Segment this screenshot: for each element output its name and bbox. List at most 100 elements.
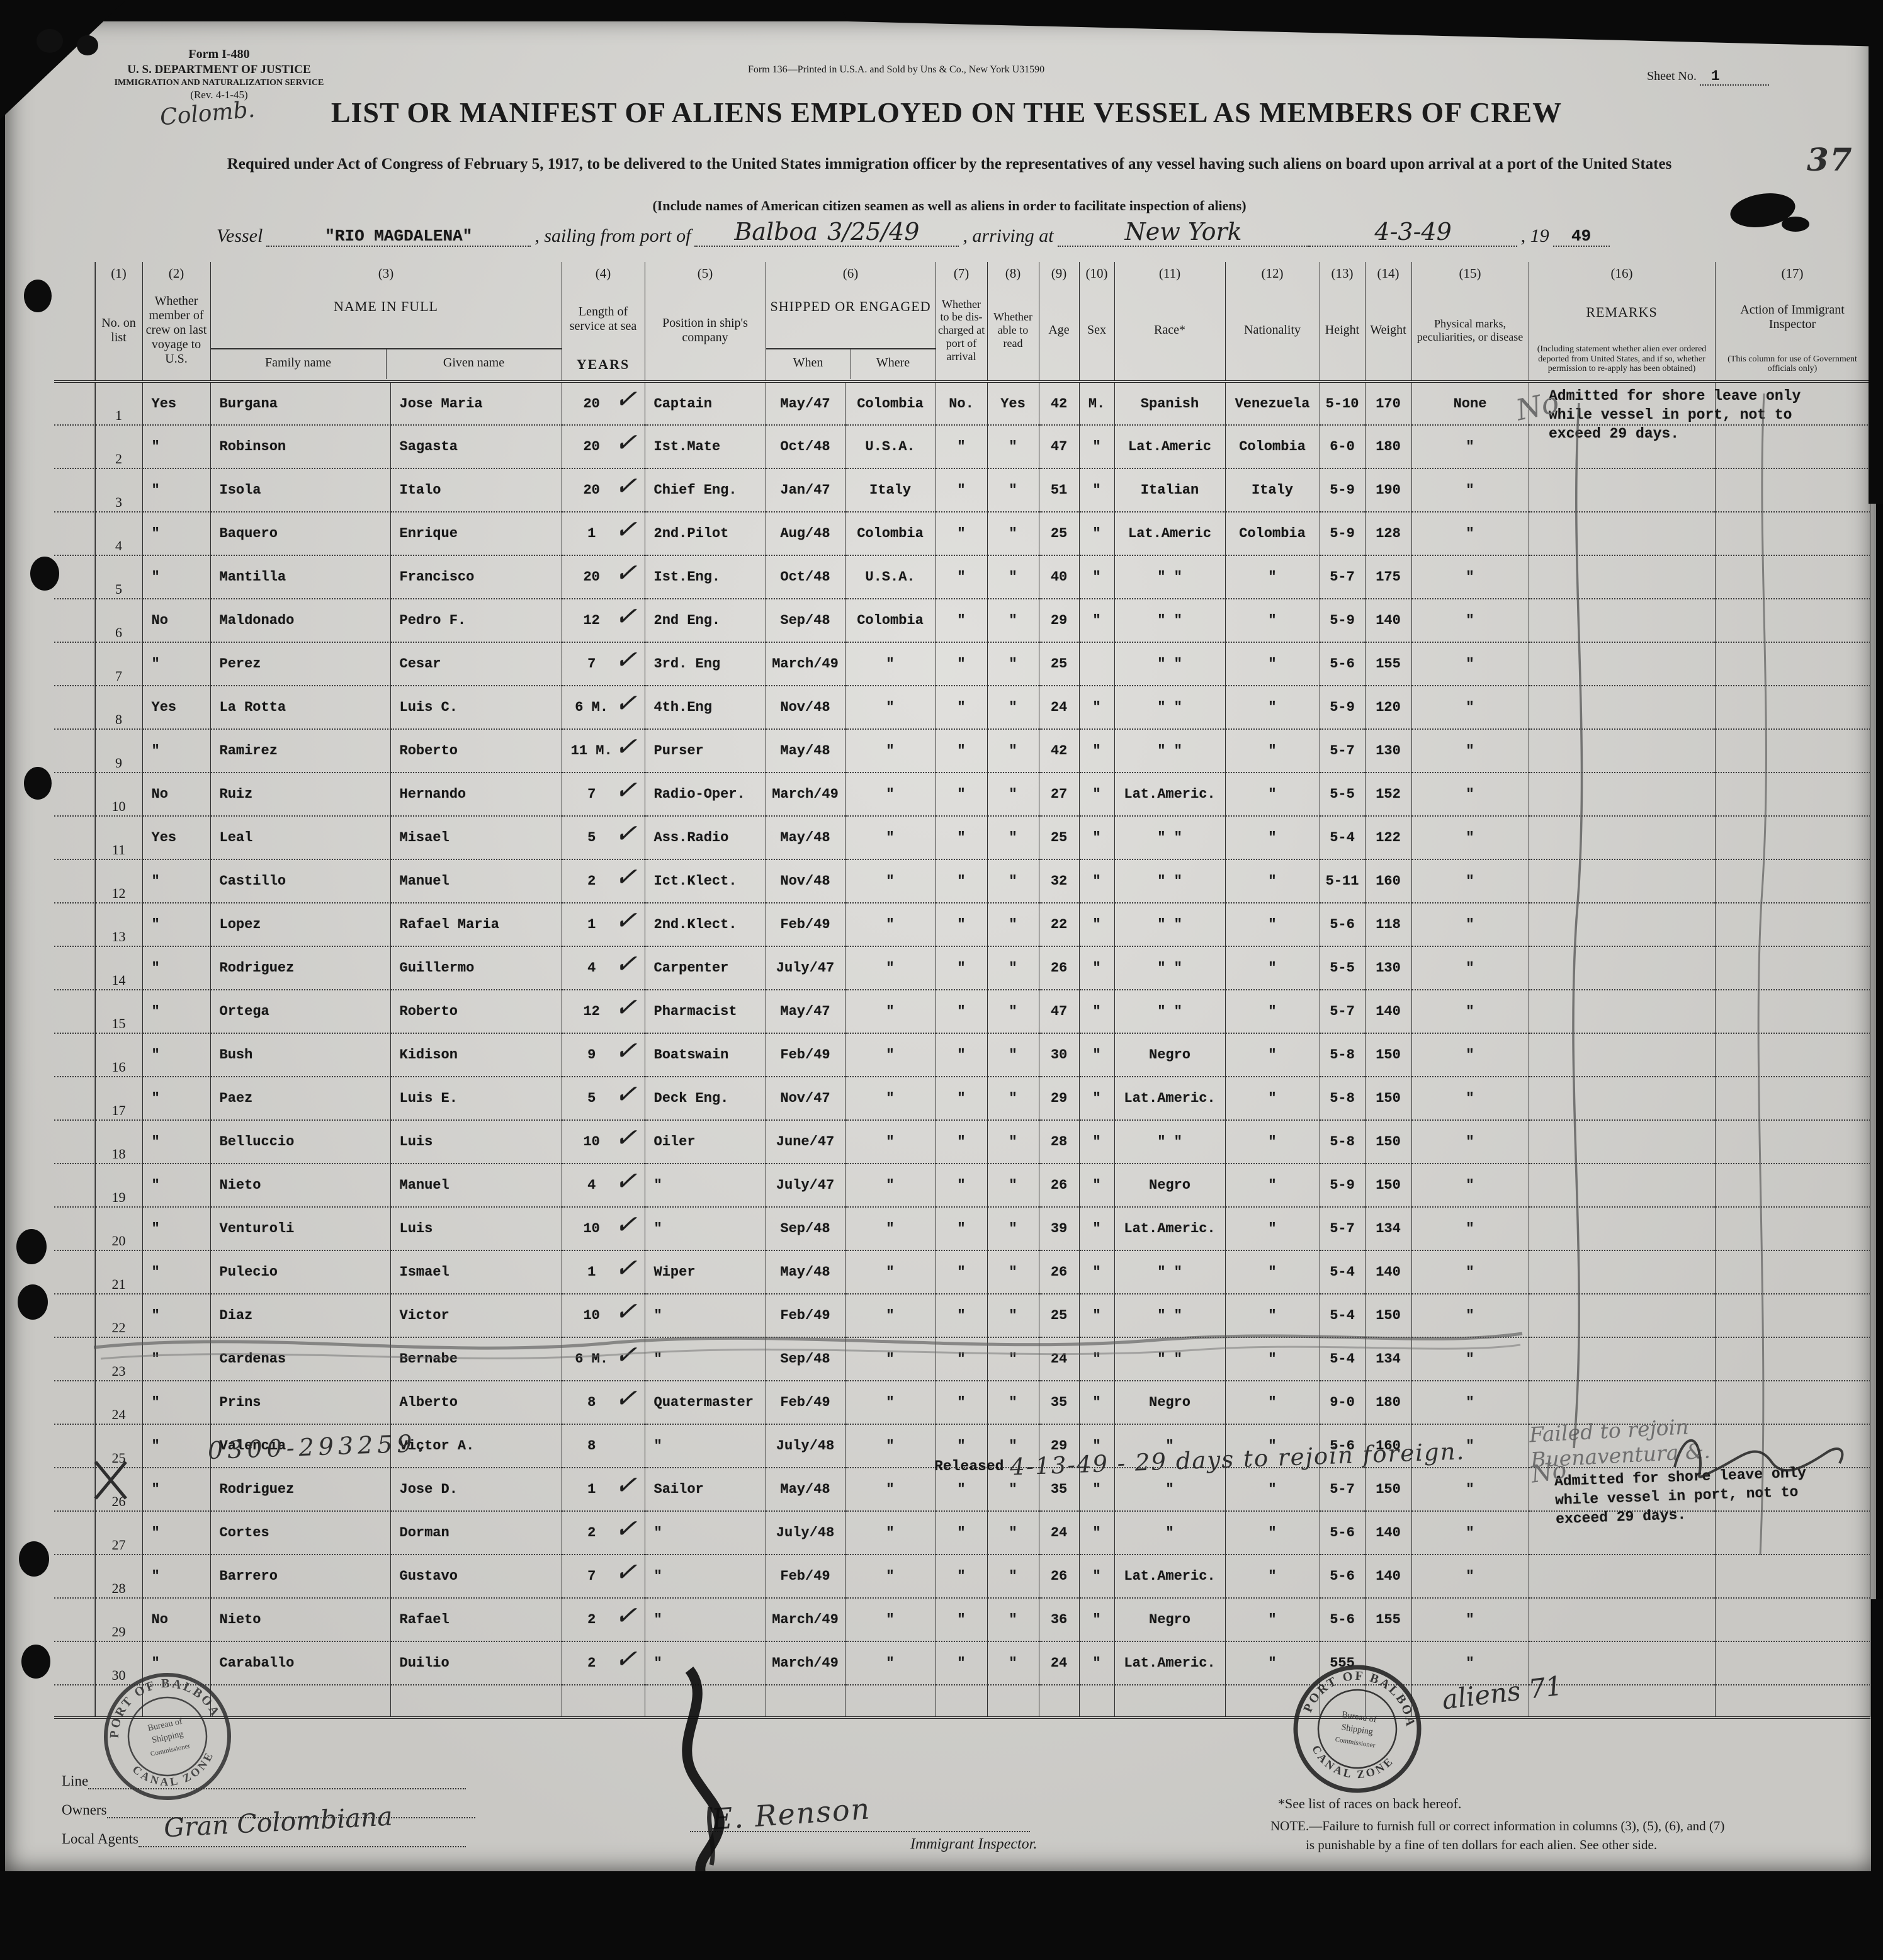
cell-family-name: Ruiz: [210, 773, 391, 817]
cell-service-years: 7 ✓: [561, 1555, 645, 1599]
cell-service-years: 8: [561, 1424, 645, 1468]
cell-height: 5-8: [1319, 1033, 1366, 1077]
port-of-balboa-stamp-right: PORT OF BALBOA CANAL ZONE Bureau of Ship…: [1293, 1660, 1425, 1793]
cell-age: 29: [1038, 1077, 1080, 1121]
cell-weight: 130: [1364, 946, 1412, 990]
cell-weight: 155: [1364, 642, 1412, 686]
service-check-mark: ✓: [612, 990, 644, 1024]
cell-row-number: 28: [94, 1555, 143, 1599]
year-prefix: , 19: [1520, 225, 1549, 246]
cell-race: Italian: [1114, 468, 1226, 513]
cell-inspector-action: [1714, 599, 1870, 643]
cell-remarks: [1528, 1164, 1716, 1208]
cell-family-name: Cortes: [210, 1511, 391, 1555]
cell-position: ": [644, 1164, 766, 1208]
cell-race: " ": [1114, 599, 1226, 643]
cell-remarks: [1528, 1555, 1716, 1599]
cell-height: 5-4: [1319, 816, 1366, 860]
cell-nationality: ": [1224, 1381, 1320, 1425]
cell-age: 35: [1038, 1381, 1080, 1425]
cell-service-years: 2 ✓: [561, 1511, 645, 1555]
crew-table-row: 24 " Prins Alberto 8 ✓ Quatermaster Feb/4…: [54, 1381, 1870, 1425]
cell-member-last-voyage: ": [142, 642, 211, 686]
form-number: Form I-480: [188, 47, 250, 61]
cell-physical-marks: ": [1411, 512, 1529, 556]
binding-strip-cell: [54, 1250, 96, 1294]
cell-shipped-when: Nov/48: [765, 686, 845, 730]
cell-member-last-voyage: ": [142, 1120, 211, 1164]
cell-remarks: [1528, 1294, 1716, 1338]
cell-discharged: ": [935, 1641, 988, 1685]
cell-race: Lat.Americ: [1114, 512, 1226, 556]
cell-race: Lat.Americ.: [1114, 1641, 1226, 1685]
crew-table-row: 28 " Barrero Gustavo 7 ✓ " Feb/49 " " " 2…: [54, 1555, 1870, 1599]
remarks-row26-typed-note: Admitted for shore leave only while vess…: [1554, 1464, 1807, 1528]
cell-weight: [1364, 1641, 1412, 1685]
cell-member-last-voyage: ": [142, 425, 211, 469]
cell-height: 9-0: [1319, 1381, 1366, 1425]
service-check-mark: ✓: [612, 817, 644, 850]
cell-weight: 140: [1364, 1511, 1412, 1555]
cell-row-number: 13: [94, 903, 143, 947]
binding-strip-cell: [54, 512, 96, 556]
cell-shipped-where: U.S.A.: [844, 555, 936, 599]
header-length-of-service: (4) Length of service at sea YEARS: [561, 262, 645, 383]
cell-member-last-voyage: ": [142, 1337, 211, 1381]
cell-row-number: 25: [94, 1424, 143, 1468]
cell-weight: 120: [1364, 686, 1412, 730]
cell-given-name: Manuel: [390, 1164, 562, 1208]
cell-given-name: Luis E.: [390, 1077, 562, 1121]
cell-family-name: Rodriguez: [210, 946, 391, 990]
cell-weight: 150: [1364, 1033, 1412, 1077]
binding-strip-cell: [54, 903, 96, 947]
cell-inspector-action: [1714, 382, 1870, 426]
cell-family-name: Burgana: [210, 382, 391, 426]
header-name-in-full: (3) NAME IN FULL Family name Given name: [210, 262, 562, 383]
binding-strip-cell: [54, 1381, 96, 1425]
crew-table-row: 29 No Nieto Rafael 2 ✓ " March/49 " " " 3…: [54, 1598, 1870, 1642]
cell-remarks: [1528, 946, 1716, 990]
binding-strip-cell: [54, 816, 96, 860]
cell-weight: 128: [1364, 512, 1412, 556]
cell-service-years: 5 ✓: [561, 1077, 645, 1121]
cell-given-name: Alberto: [390, 1381, 562, 1425]
cell-shipped-when: July/48: [765, 1424, 845, 1468]
cell-race: " ": [1114, 686, 1226, 730]
binding-strip-cell: [54, 382, 96, 426]
cell-nationality: ": [1224, 1033, 1320, 1077]
cell-position: ": [644, 1207, 766, 1251]
arrival-port-value: New York: [1057, 218, 1309, 247]
cell-shipped-when: Feb/49: [765, 1033, 845, 1077]
cell-row-number: 11: [94, 816, 143, 860]
cell-sex: ": [1078, 1250, 1115, 1294]
cell-age: 32: [1038, 859, 1080, 904]
binding-strip-cell: [54, 425, 96, 469]
cell-nationality: ": [1224, 990, 1320, 1034]
cell-shipped-where: ": [844, 859, 936, 904]
cell-able-to-read: ": [987, 1424, 1039, 1468]
cell-sex: M.: [1078, 382, 1115, 426]
cell-family-name: Maldonado: [210, 599, 391, 643]
cell-physical-marks: ": [1411, 859, 1529, 904]
cell-inspector-action: [1714, 425, 1870, 469]
cell-race: " ": [1114, 1250, 1226, 1294]
cell-shipped-when: Sep/48: [765, 599, 845, 643]
cell-shipped-where: ": [844, 773, 936, 817]
cell-member-last-voyage: Yes: [142, 816, 211, 860]
line-field: Line: [62, 1773, 467, 1789]
cell-height: 5-9: [1319, 686, 1366, 730]
cell-height: 5-6: [1319, 1424, 1366, 1468]
cell-able-to-read: ": [987, 946, 1039, 990]
cell-position: 2nd Eng.: [644, 599, 766, 643]
local-agents-dotted-rule: [139, 1831, 466, 1847]
cell-shipped-where: ": [844, 1337, 936, 1381]
cell-discharged: ": [935, 903, 988, 947]
cell-family-name: Diaz: [210, 1294, 391, 1338]
vessel-label: Vessel: [217, 225, 263, 246]
cell-able-to-read: ": [987, 599, 1039, 643]
cell-given-name: Jose D.: [390, 1468, 562, 1512]
crew-table-row: 10 No Ruiz Hernando 7 ✓ Radio-Oper. March…: [54, 773, 1870, 817]
cell-shipped-where: ": [844, 816, 936, 860]
cell-inspector-action: [1714, 903, 1870, 947]
cell-able-to-read: ": [987, 816, 1039, 860]
